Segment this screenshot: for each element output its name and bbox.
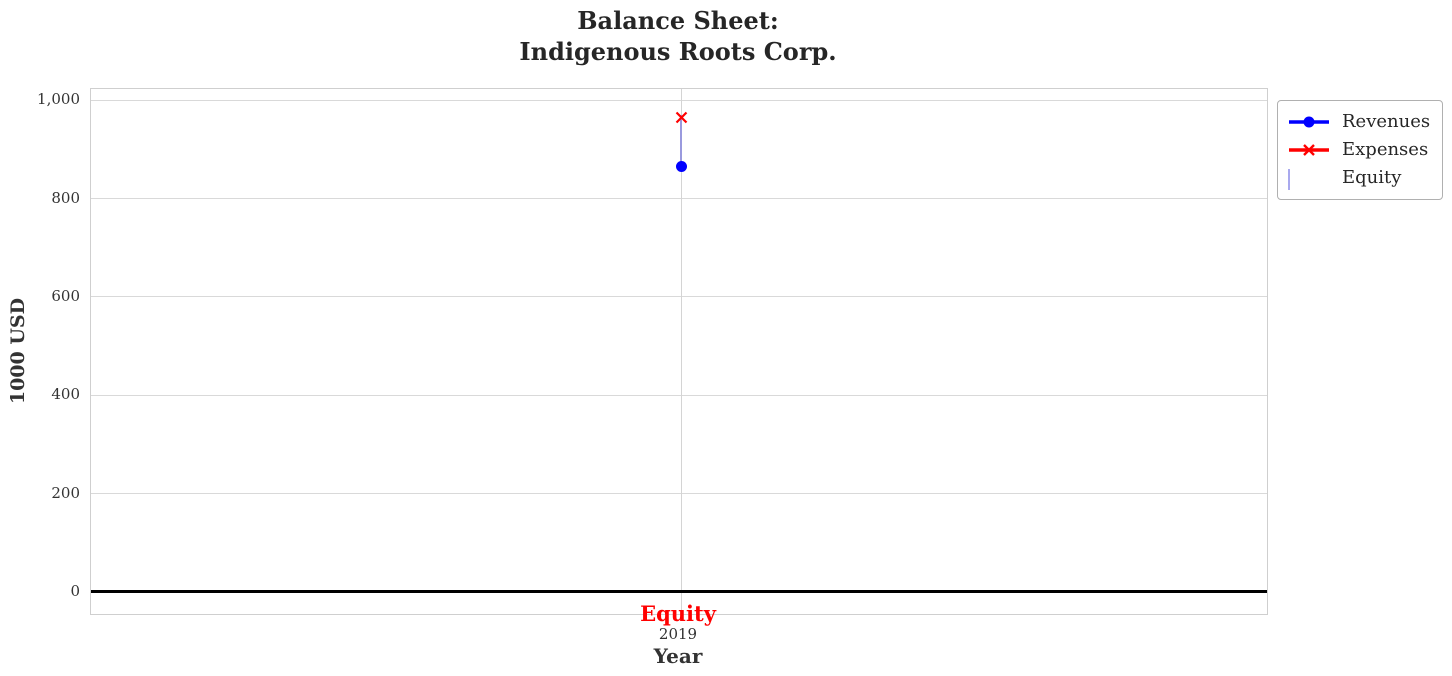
gridline-y-400 bbox=[91, 394, 1267, 396]
y-tick-label: 800 bbox=[51, 188, 80, 207]
gridline-y-1000 bbox=[91, 99, 1267, 101]
y-tick-label: 400 bbox=[51, 385, 80, 404]
revenues-line-circle-icon bbox=[1288, 114, 1330, 130]
chart-title: Balance Sheet: Indigenous Roots Corp. bbox=[90, 5, 1266, 67]
gridline-x-2019 bbox=[680, 89, 682, 614]
gridline-y-800 bbox=[91, 198, 1267, 200]
y-tick-label: 200 bbox=[51, 483, 80, 502]
gridline-y-600 bbox=[91, 296, 1267, 298]
y-tick-label: 0 bbox=[70, 581, 80, 600]
zero-axis-line bbox=[91, 590, 1267, 594]
chart-title-line1: Balance Sheet: bbox=[577, 6, 779, 35]
revenues-point-marker bbox=[675, 161, 687, 173]
legend-item-revenues: Revenues bbox=[1288, 108, 1432, 136]
gridline-y-200 bbox=[91, 493, 1267, 495]
legend: Revenues Expenses Equity bbox=[1277, 100, 1443, 200]
y-tick-label: 600 bbox=[51, 286, 80, 305]
equity-hatched-patch-icon bbox=[1288, 169, 1330, 190]
equity-band bbox=[680, 115, 683, 167]
legend-item-expenses: Expenses bbox=[1288, 136, 1432, 164]
plot-area bbox=[90, 88, 1268, 615]
expenses-line-x-icon bbox=[1288, 142, 1330, 158]
y-tick-label: 1,000 bbox=[37, 90, 80, 109]
x-axis-label: Year bbox=[653, 644, 703, 668]
legend-label-revenues: Revenues bbox=[1342, 111, 1431, 132]
expenses-point-marker bbox=[675, 109, 688, 123]
legend-label-expenses: Expenses bbox=[1342, 139, 1429, 160]
chart-title-line2: Indigenous Roots Corp. bbox=[519, 37, 837, 66]
x-tick-label: 2019 bbox=[658, 625, 698, 643]
equity-annotation: Equity bbox=[640, 601, 716, 626]
legend-item-equity: Equity bbox=[1288, 164, 1432, 192]
legend-label-equity: Equity bbox=[1342, 167, 1402, 188]
